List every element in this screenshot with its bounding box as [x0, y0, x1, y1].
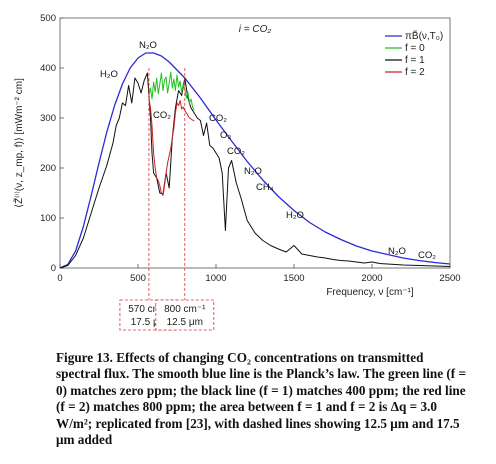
wavelength-label: 570 cm⁻¹	[128, 304, 170, 315]
y-axis: 0 100 200 300 400 500	[40, 13, 64, 274]
y-tick-label: 500	[40, 13, 56, 24]
spectral-flux-chart: 0 100 200 300 400 500 0 500 1000 1500 2000 2500 57…	[12, 13, 461, 331]
y-tick-label: 0	[51, 263, 56, 274]
wavelength-label: 800 cm⁻¹	[164, 304, 206, 315]
wavelength-label: 12.5 μm	[167, 317, 203, 328]
annotation-h2o-left: H₂O	[100, 69, 118, 80]
x-tick-label: 2000	[361, 273, 382, 284]
legend-label-f0: f = 0	[405, 43, 425, 54]
wavelength-label: 17.5 μm	[131, 317, 167, 328]
series-f0-line	[148, 71, 195, 111]
annotation-co2-b: CO₂	[227, 146, 245, 157]
y-tick-label: 200	[40, 163, 56, 174]
series-f2-line	[148, 97, 195, 196]
wavelength-box-800	[155, 299, 215, 331]
figure-caption: Figure 13. Effects of changing CO₂ conce…	[56, 350, 466, 448]
y-tick-label: 300	[40, 113, 56, 124]
plot-area	[59, 17, 451, 269]
x-tick-label: 500	[130, 273, 146, 284]
y-tick-label: 400	[40, 63, 56, 74]
x-axis: 0 500 1000 1500 2000 2500	[57, 264, 461, 284]
x-tick-label: 2500	[439, 273, 460, 284]
x-tick-label: 1000	[205, 273, 226, 284]
annotation-n2o-tail: N₂O	[388, 246, 406, 257]
chart-title: i = CO₂	[239, 24, 272, 35]
annotation-ch4: CH₄	[256, 182, 274, 193]
x-tick-label: 1500	[283, 273, 304, 284]
annotation-n2o-mid: N₂O	[244, 166, 262, 177]
legend-label-f2: f = 2	[405, 67, 425, 78]
annotation-n2o-peak: N₂O	[139, 40, 157, 51]
annotation-co2-a: CO₂	[209, 113, 227, 124]
annotation-o3: O₃	[220, 130, 231, 141]
annotation-co2-trough: CO₂	[153, 110, 171, 121]
legend-label-f1: f = 1	[405, 55, 425, 66]
series-f1-line	[59, 72, 451, 269]
molecule-annotations: N₂O H₂O CO₂ CO₂ O₃ CO₂ N₂O CH₄ H₂O N₂O C…	[100, 40, 436, 261]
series-lines	[59, 52, 451, 269]
legend-label-planck: πB̃(ν,T₀)	[405, 29, 443, 42]
x-axis-title: Frequency, ν [cm⁻¹]	[326, 287, 414, 298]
x-tick-label: 0	[57, 273, 62, 284]
wavelength-markers: 570 cm⁻¹ 17.5 μm 800 cm⁻¹ 12.5 μm	[119, 68, 215, 331]
y-tick-label: 100	[40, 213, 56, 224]
annotation-h2o-right: H₂O	[286, 210, 304, 221]
y-axis-title: ⟨Z̃⁽ⁱ⁾(ν, z_mp, f)⟩ [mWm⁻² cm]	[12, 78, 25, 208]
legend: πB̃(ν,T₀) f = 0 f = 1 f = 2	[385, 29, 443, 78]
series-planck-line	[59, 52, 451, 269]
annotation-co2-tail: CO₂	[418, 250, 436, 261]
